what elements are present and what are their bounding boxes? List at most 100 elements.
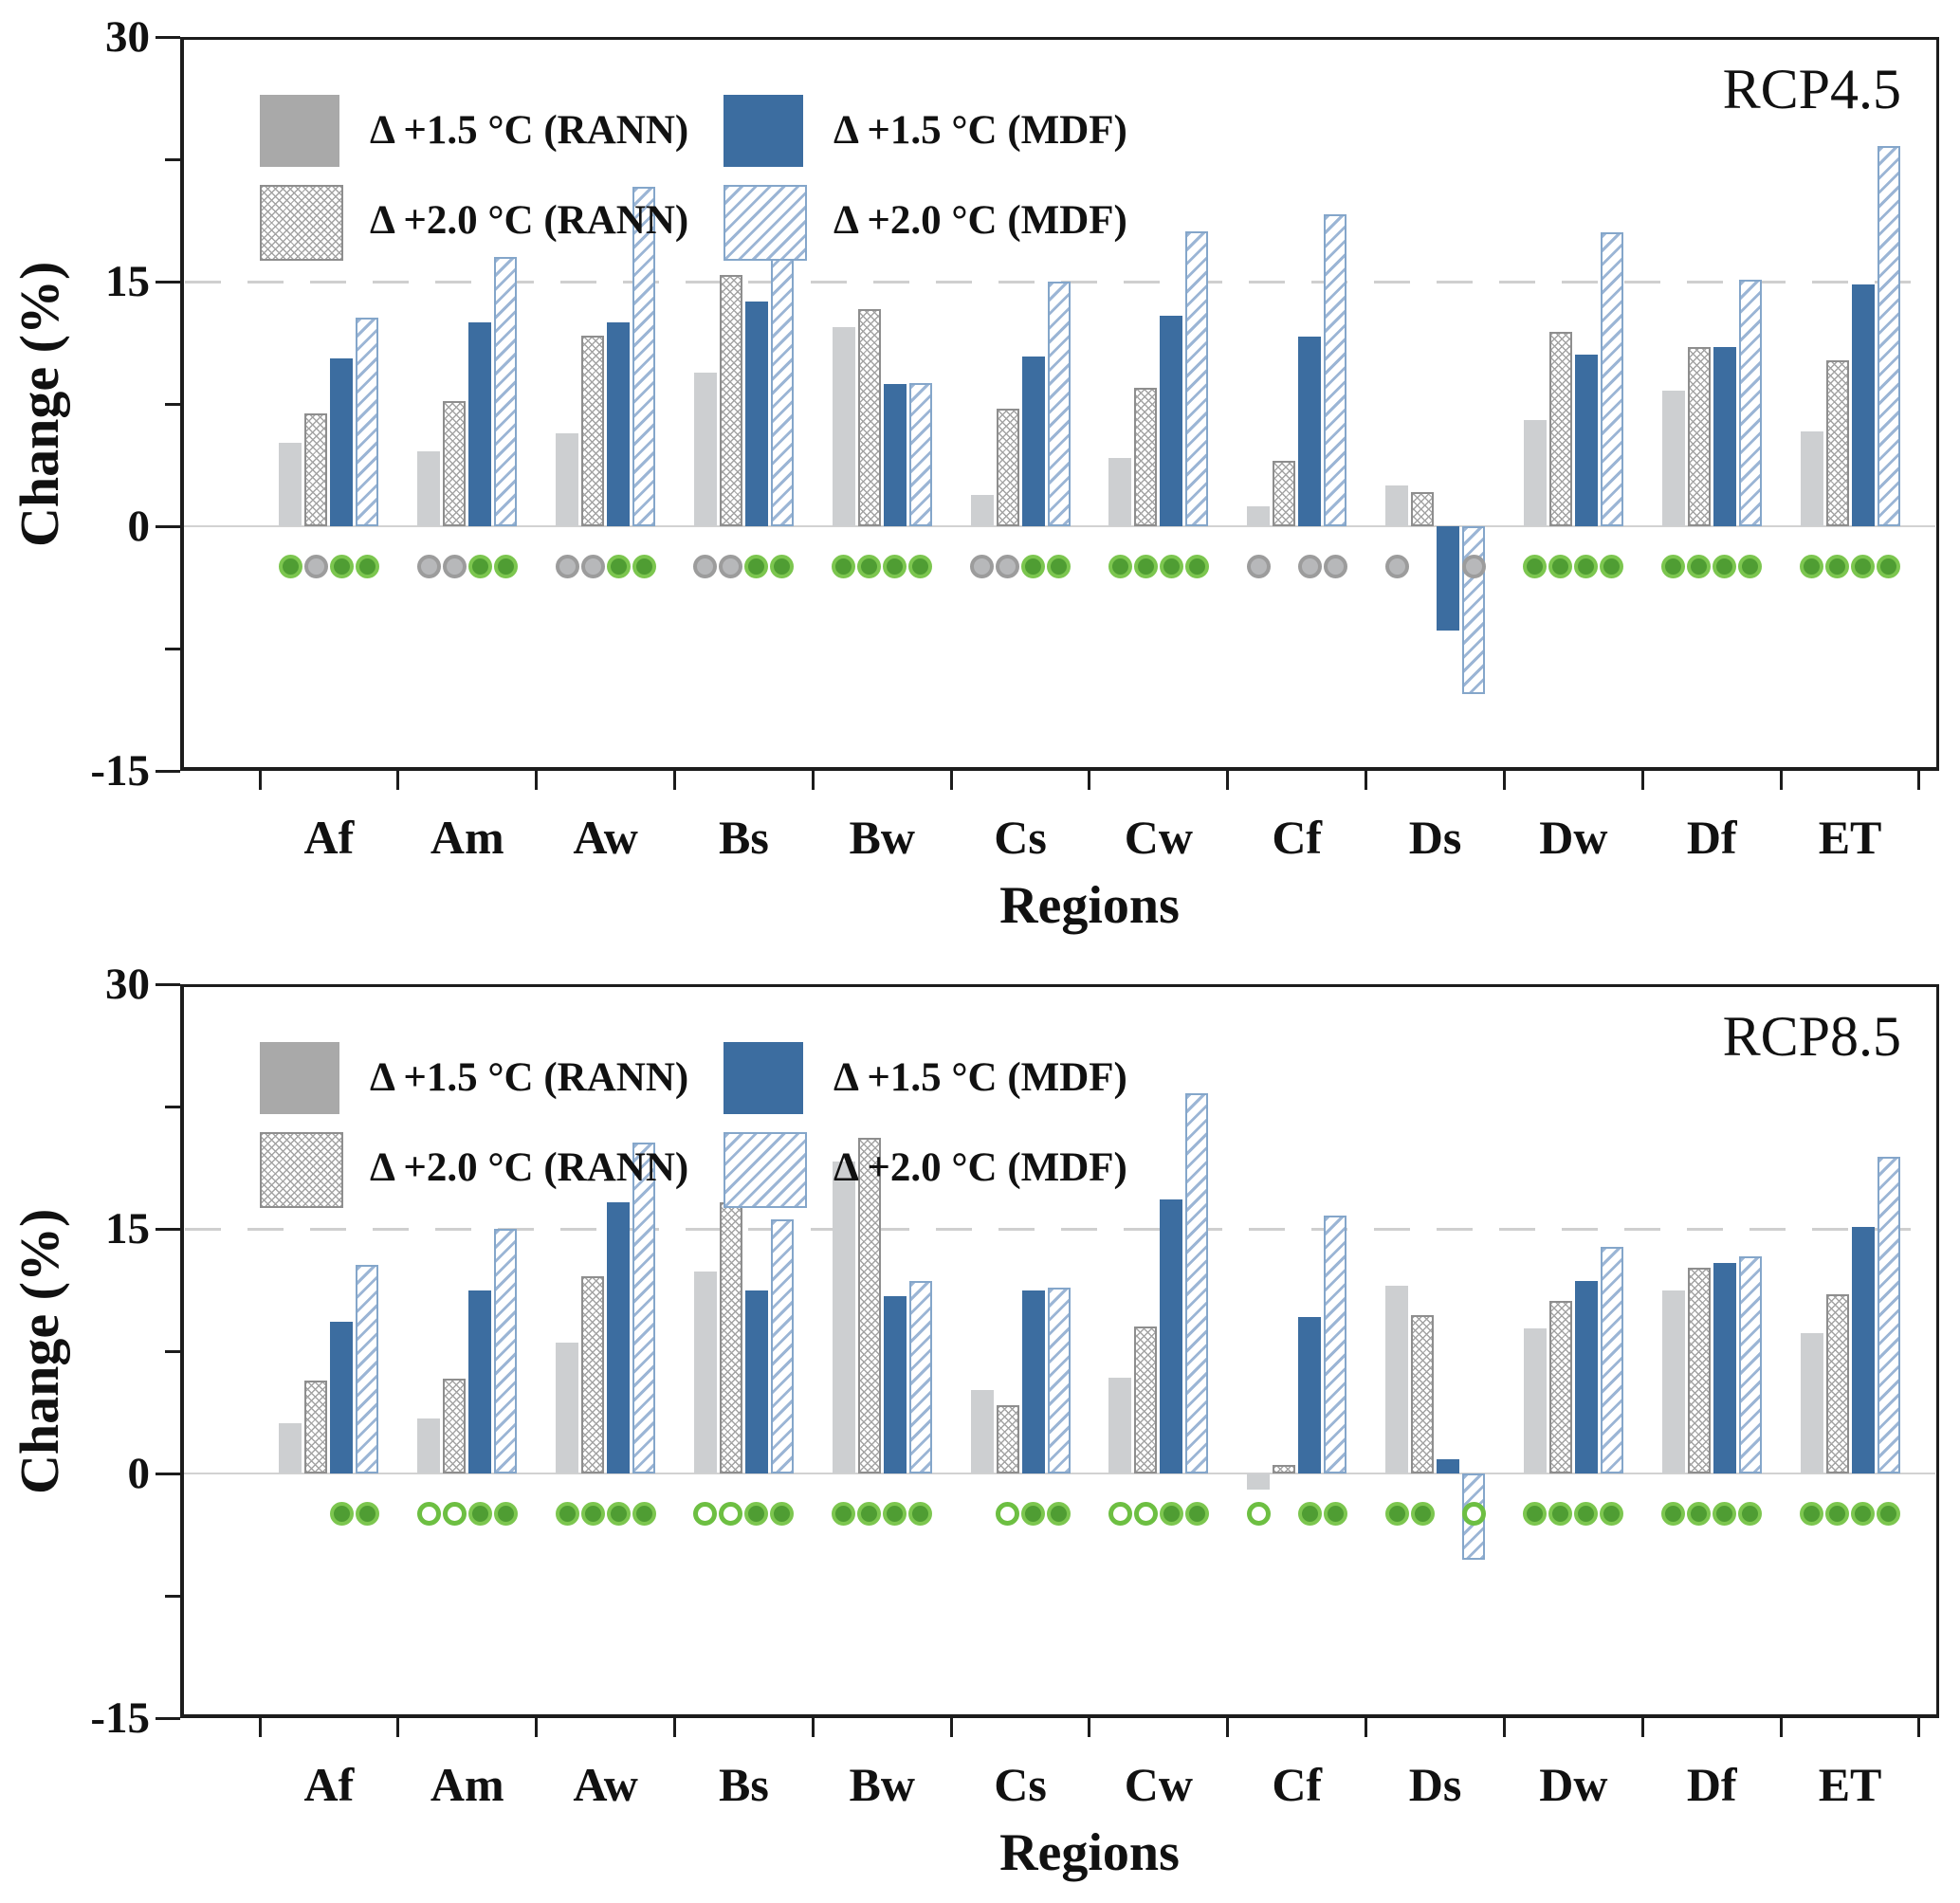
y-axis-title: Change (%): [9, 1208, 70, 1494]
y-axis-tick-label: -15: [90, 1693, 150, 1743]
significance-marker-gray: [996, 554, 1020, 578]
bar-blue-solid: [1437, 526, 1460, 631]
panel-title: RCP8.5: [1722, 1005, 1901, 1068]
bar-gray-crosshatch: [1273, 461, 1296, 526]
bar-blue-solid: [1851, 284, 1875, 526]
x-axis-tick: [1917, 1718, 1921, 1737]
legend-label: Δ +1.5 °C (MDF): [833, 1055, 1127, 1100]
bar-blue-hatch: [1324, 1216, 1347, 1473]
significance-marker-green: [1600, 554, 1624, 578]
significance-marker-green: [1687, 1501, 1712, 1526]
x-axis-tick: [1779, 771, 1783, 790]
zero-line: [184, 1473, 1935, 1474]
bar-gray-solid: [1247, 506, 1271, 526]
y-axis-tick-label: -15: [90, 746, 150, 796]
bar-gray-crosshatch: [719, 275, 742, 526]
significance-marker-green: [1825, 1501, 1850, 1526]
legend-label: Δ +2.0 °C (RANN): [370, 198, 689, 243]
significance-marker-green: [1661, 1501, 1686, 1526]
bar-blue-solid: [1437, 1459, 1460, 1473]
bar-gray-solid: [417, 1418, 441, 1473]
significance-marker-green: [1738, 554, 1763, 578]
significance-marker-green: [606, 1501, 631, 1526]
legend-swatch-blue-hatch: [724, 185, 807, 261]
significance-marker-green: [329, 1501, 354, 1526]
legend-swatch-blue-solid: [724, 95, 803, 167]
bar-blue-solid: [468, 1290, 492, 1473]
significance-marker-gray: [1384, 554, 1409, 578]
y-axis-major-tick: [156, 35, 180, 39]
significance-marker-open: [442, 1501, 467, 1526]
x-axis-category-label: Af: [303, 811, 355, 864]
significance-marker-green: [1877, 554, 1901, 578]
bar-blue-solid: [468, 322, 492, 526]
significance-marker-green: [1800, 1501, 1824, 1526]
x-axis-tick: [949, 1718, 953, 1737]
legend-label: Δ +1.5 °C (MDF): [833, 108, 1127, 153]
bar-gray-solid: [556, 433, 579, 526]
bar-gray-crosshatch: [304, 1381, 328, 1473]
bar-blue-solid: [607, 1202, 631, 1473]
bar-gray-solid: [417, 451, 441, 526]
significance-marker-open: [719, 1501, 743, 1526]
legend-label: Δ +2.0 °C (MDF): [833, 198, 1127, 243]
significance-marker-green: [1133, 554, 1158, 578]
bar-blue-solid: [1713, 347, 1736, 526]
x-axis-tick: [811, 1718, 815, 1737]
x-axis-category-label: Cf: [1272, 1758, 1323, 1811]
bar-blue-solid: [330, 1322, 354, 1473]
significance-marker-green: [467, 1501, 492, 1526]
significance-marker-green: [355, 1501, 379, 1526]
significance-marker-green: [467, 554, 492, 578]
y-axis-tick-label: 15: [105, 1204, 150, 1253]
x-axis-category-label: Df: [1686, 1758, 1737, 1811]
bar-blue-solid: [1574, 1281, 1598, 1473]
bar-gray-solid: [279, 1423, 302, 1473]
x-axis-tick: [672, 1718, 676, 1737]
significance-marker-green: [632, 1501, 656, 1526]
significance-marker-green: [770, 554, 795, 578]
bar-blue-hatch: [1738, 1256, 1762, 1473]
bar-blue-hatch: [494, 1229, 518, 1473]
y-axis-minor-tick: [165, 647, 180, 650]
bar-gray-solid: [1523, 1328, 1547, 1473]
x-axis-title: Regions: [999, 876, 1180, 935]
significance-marker-gray: [1246, 554, 1271, 578]
bar-gray-solid: [970, 495, 994, 526]
y-axis-tick-label: 15: [105, 257, 150, 306]
significance-marker-green: [1021, 554, 1046, 578]
significance-marker-green: [632, 554, 656, 578]
significance-marker-green: [908, 554, 933, 578]
panel-title: RCP4.5: [1722, 58, 1901, 120]
significance-marker-open: [1108, 1501, 1132, 1526]
x-axis-tick: [1226, 771, 1230, 790]
y-axis-tick-label: 30: [105, 960, 150, 1009]
significance-marker-green: [1297, 1501, 1322, 1526]
significance-marker-gray: [303, 554, 328, 578]
bar-blue-solid: [1298, 1317, 1322, 1473]
significance-marker-green: [1713, 1501, 1737, 1526]
bar-gray-crosshatch: [443, 401, 467, 526]
x-axis-tick: [396, 771, 400, 790]
x-axis-tick: [258, 771, 262, 790]
x-axis-category-label: Cw: [1124, 1758, 1193, 1811]
bar-blue-hatch: [1324, 214, 1347, 526]
y-axis-major-tick: [156, 1716, 180, 1720]
bar-blue-hatch: [356, 1265, 379, 1473]
bar-gray-crosshatch: [1548, 1301, 1572, 1473]
significance-marker-green: [832, 554, 856, 578]
significance-marker-green: [1713, 554, 1737, 578]
zero-line: [184, 525, 1935, 527]
bar-blue-solid: [1298, 337, 1322, 526]
bar-blue-hatch: [1462, 526, 1486, 694]
significance-marker-open: [693, 1501, 718, 1526]
bar-blue-solid: [1160, 1199, 1183, 1473]
bar-blue-hatch: [1047, 282, 1071, 526]
significance-marker-green: [1851, 554, 1876, 578]
bar-gray-crosshatch: [857, 1138, 881, 1473]
x-axis-category-label: Dw: [1539, 811, 1608, 864]
significance-marker-green: [1600, 1501, 1624, 1526]
